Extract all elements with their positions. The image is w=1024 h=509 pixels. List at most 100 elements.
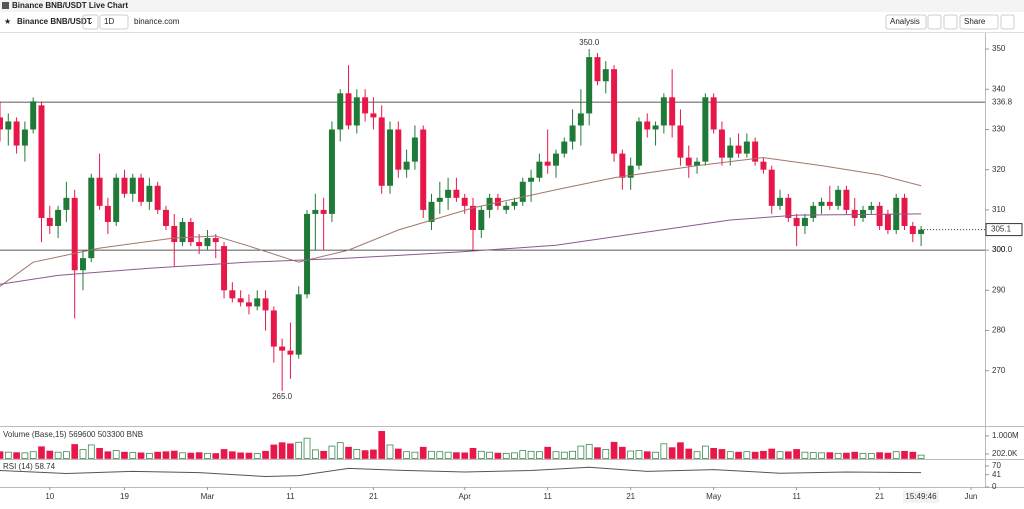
candle-body [611,69,618,154]
y-tick-label: 350 [992,44,1006,53]
candle-body [868,205,875,210]
volume-bar [353,449,361,459]
candle-body [353,97,360,126]
candle-body [262,298,269,311]
volume-bar [826,452,834,459]
analysis-button[interactable] [885,14,927,30]
candle-body [312,209,319,214]
volume-bar [63,451,70,459]
volume-bar [776,451,784,459]
candle-body [918,229,925,235]
volume-tick-label: 1.000M [992,431,1019,440]
candle-body [237,298,244,303]
candle-body [295,294,302,355]
volume-bar [146,452,153,459]
volume-bar [693,451,701,459]
candle-body [229,290,236,299]
draw-button[interactable] [943,14,958,30]
volume-bar [760,450,767,459]
candle-body [876,205,883,226]
volume-bar [519,450,527,459]
volume-bar [436,451,444,459]
candle-body [528,177,535,182]
candle-body [395,129,402,170]
candle-body [403,161,410,170]
volume-bar [220,449,228,459]
candle-body [710,97,717,130]
volume-bar [4,451,12,459]
volume-bar [602,449,610,459]
volume-bar [104,451,112,459]
volume-bar [461,452,469,459]
candle-body [577,113,584,126]
candle-body [270,310,277,347]
candle-body [420,129,427,210]
candle-body [743,141,750,154]
volume-bar [909,451,917,459]
candle-body [702,97,709,162]
volume-bar [859,452,867,459]
indicators-button[interactable] [927,14,942,30]
volume-bar [345,446,352,459]
candle-body [345,93,352,126]
interval-button[interactable] [99,14,129,30]
volume-bar [511,452,518,459]
volume-bar [13,452,20,459]
share-button[interactable] [959,14,999,30]
rsi-legend: RSI (14) 58.74 [3,462,56,471]
candle-body [5,121,12,130]
candle-body [171,225,178,243]
volume-bar [784,451,792,459]
candle-body [669,97,676,126]
symbol[interactable]: Binance BNB/USDT [17,17,92,26]
candle-body [635,121,642,166]
candle-body [718,129,725,158]
candle-body [627,165,634,178]
clock: 15:49:46 [905,492,937,501]
volume-bar [287,443,294,459]
volume-bar [743,451,751,459]
candle-body [777,197,784,206]
volume-bar [370,449,377,459]
volume-bar [386,444,394,459]
fullscreen-button[interactable] [1000,14,1015,30]
volume-bar [444,451,452,459]
candle-body [843,189,850,210]
x-tick-label: 21 [626,492,635,501]
candle-body [602,69,609,82]
volume-bar [469,447,477,459]
candle-body [162,209,169,226]
analysis-label: Analysis [890,17,920,26]
volume-bar [702,445,709,459]
candle-body [561,141,568,154]
symbol-menu[interactable] [82,14,99,30]
volume-bar [552,451,560,459]
candle-body [204,238,211,247]
share-label: Share [964,17,986,26]
candle-body [536,161,543,178]
candle-body [0,117,3,130]
candle-body [411,137,418,162]
candle-body [104,205,111,222]
volume-bar [270,444,278,459]
candle-body [21,129,28,146]
star-icon[interactable]: ★ [4,17,11,26]
y-tick-label: 320 [992,165,1006,174]
x-tick-label: Jun [964,492,977,501]
x-tick-label: Apr [458,492,471,501]
candle-body [370,113,377,118]
source-link[interactable]: binance.com [134,17,180,26]
volume-bar [735,451,742,459]
candle-body [884,213,891,230]
title-bar [0,0,1024,12]
volume-bar [494,452,502,459]
candle-body [154,185,161,210]
candle-body [552,153,559,166]
volume-bar [793,449,800,459]
candle-body [445,189,452,198]
volume-bar [428,450,435,459]
app-icon [2,2,9,9]
candle-body [644,121,651,130]
candle-body [212,238,219,243]
y-tick-label: 310 [992,205,1006,214]
